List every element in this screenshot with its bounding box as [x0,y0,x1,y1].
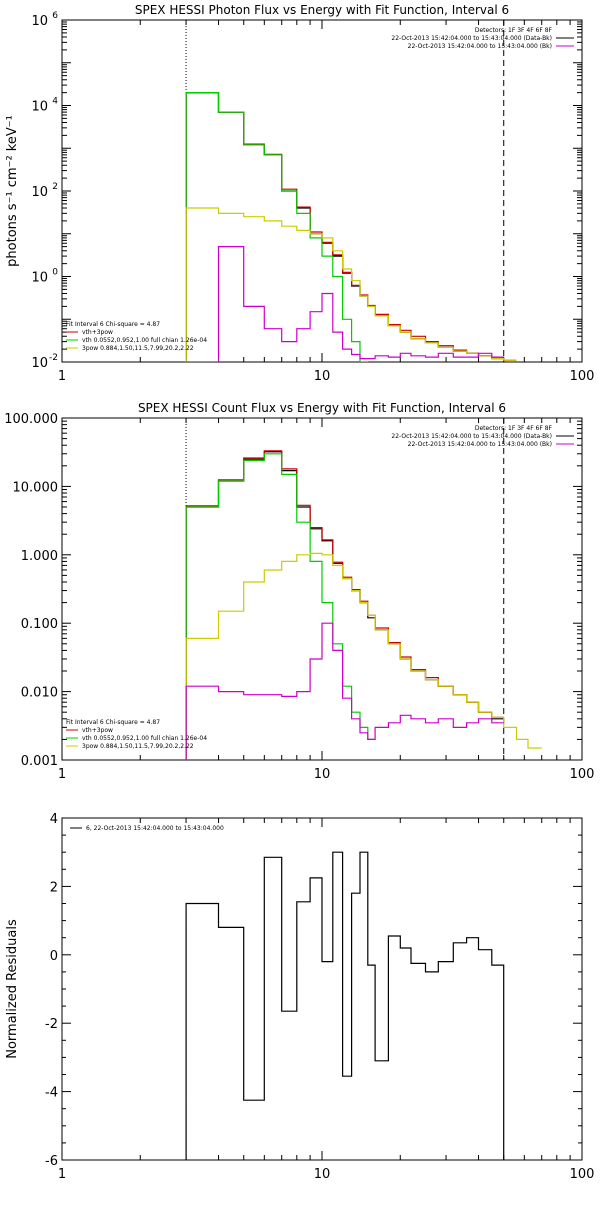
legend-top-entry: 22-Oct-2013 15:42:04.000 to 15:43:04.000… [391,433,552,440]
y-tick-label: 100.000 [4,412,58,427]
y-tick-exponent: 6 [52,11,58,21]
plot-area [185,92,517,362]
y-tick-label: 0.001 [21,754,58,769]
x-tick-label: 1 [58,1167,66,1182]
series-bk [186,246,504,362]
y-tick-label: 10 [31,271,48,286]
x-tick-label: 10 [314,369,331,384]
legend-top-entry: 22-Oct-2013 15:42:04.000 to 15:43:04.000… [391,35,552,42]
legend-top-entry: Detectors: 1F 3F 4F 6F 8F [475,425,553,432]
y-tick-label: -4 [45,1086,58,1101]
legend-top-entry: Detectors: 1F 3F 4F 6F 8F [475,27,553,34]
y-tick-label: 10 [31,14,48,29]
legend-entry: 3pow 0.884,1.50,11.5,7.99,20.2,2.22 [82,743,194,750]
y-tick-label: 1.000 [21,549,58,564]
y-tick-label: 0.100 [21,617,58,632]
x-tick-label: 10 [314,1167,331,1182]
legend-entry: vth+3pow [82,329,113,336]
x-tick-label: 1 [58,767,66,782]
series-vth-3pow [185,450,504,760]
y-tick-label: 10 [31,356,48,371]
y-tick-exponent: 2 [52,182,58,192]
series-6-22-oct-2013-15-42-04-000-to-15-43-04-000 [185,851,505,1160]
legend-fit-info: Fit Interval 6 Chi-square = 4.87 [66,719,160,726]
chart-panel-residuals: 1 10 100 -6 -4 -2 0 2 4 Normalized Residuals 6, 22… [5,812,594,1182]
x-tick-label: 100 [570,1167,595,1182]
y-tick-label: 10.000 [13,480,59,495]
legend-entry: 3pow 0.884,1.50,11.5,7.99,20.2,2.22 [82,345,194,352]
y-tick-label: 10 [31,100,48,115]
y-tick-exponent: 0 [52,268,58,278]
series-data-bk [185,451,504,760]
chart-title: SPEX HESSI Count Flux vs Energy with Fit… [138,401,506,415]
legend-entry: vth+3pow [82,727,113,734]
y-tick-label: -2 [45,1017,58,1032]
legend-top-entry: 22-Oct-2013 15:42:04.000 to 15:43:04.000… [408,441,552,448]
chart-panel-count: 1 10 100 0.001 0.010 0.100 1.000 10.000 100.000 S… [4,401,594,782]
plot-area [185,851,505,1160]
y-tick-label: 0 [50,949,58,964]
y-tick-label: 0.010 [21,686,58,701]
y-tick-label: 4 [50,812,58,827]
x-tick-label: 10 [314,767,331,782]
chart-title: SPEX HESSI Photon Flux vs Energy with Fi… [135,3,509,17]
legend-top-entry: 22-Oct-2013 15:42:04.000 to 15:43:04.000… [408,43,552,50]
x-tick-label: 100 [570,369,595,384]
series-vth [185,92,369,362]
plot-area [185,450,542,760]
legend-entry: vth 0.0552,0.952,1.00 full chian 1.26e-0… [82,735,207,742]
x-tick-label: 1 [58,369,66,384]
y-tick-exponent: 4 [52,97,58,107]
y-axis-label: photons s⁻¹ cm⁻² keV⁻¹ [5,115,20,267]
series-data-bk [185,92,504,362]
legend-fit-info: Fit Interval 6 Chi-square = 4.87 [66,321,160,328]
legend-entry: vth 0.0552,0.952,1.00 full chian 1.26e-0… [82,337,207,344]
series-bk [185,622,504,760]
y-axis-label: Normalized Residuals [5,919,20,1059]
series-3pow [185,207,517,362]
y-tick-label: 10 [31,185,48,200]
x-tick-label: 100 [570,767,595,782]
series-3pow [185,552,542,760]
legend-top-entry: 6, 22-Oct-2013 15:42:04.000 to 15:43:04.… [86,825,224,832]
y-tick-exponent: -2 [49,353,58,363]
y-tick-label: -6 [45,1154,58,1169]
y-tick-label: 2 [50,880,58,895]
series-vth [185,453,376,760]
